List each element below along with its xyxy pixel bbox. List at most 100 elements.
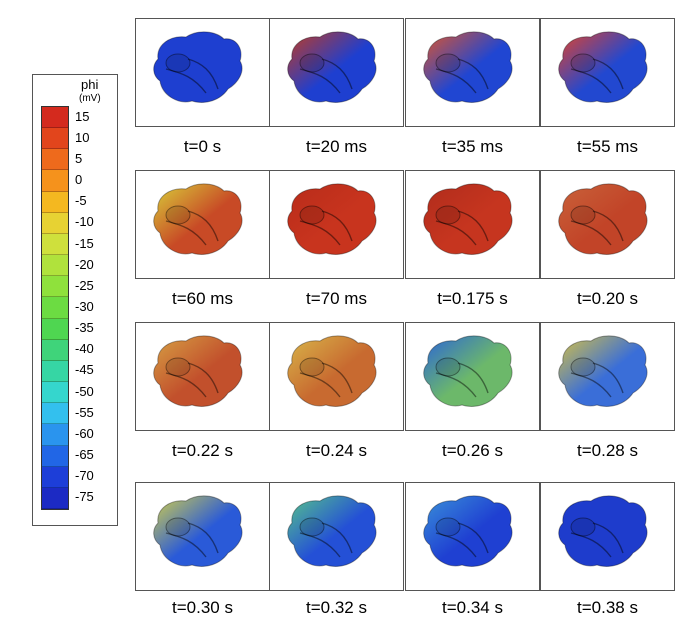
muscle-band xyxy=(435,58,489,94)
legend-tick-label: 5 xyxy=(75,150,83,166)
legend-swatch xyxy=(42,466,68,488)
heart-model xyxy=(423,335,513,407)
valve-opening xyxy=(165,53,191,73)
valve-opening xyxy=(299,517,325,537)
valve-opening xyxy=(165,205,191,225)
heart-model xyxy=(423,31,513,103)
legend-swatch xyxy=(42,107,68,129)
heart-model xyxy=(153,183,243,255)
legend-tick-label: -40 xyxy=(75,341,94,357)
legend-title: phi xyxy=(81,77,99,92)
heart-panel xyxy=(269,482,404,591)
muscle-band xyxy=(299,522,353,558)
muscle-band xyxy=(165,210,219,246)
valve-opening xyxy=(435,357,461,377)
time-caption: t=60 ms xyxy=(172,289,233,308)
heart-panel xyxy=(135,482,270,591)
heart-surface xyxy=(287,495,377,567)
heart-model xyxy=(558,495,648,567)
muscle-band xyxy=(570,522,624,558)
heart-surface xyxy=(423,31,513,103)
heart-model xyxy=(287,183,377,255)
heart-model xyxy=(153,335,243,407)
legend-swatch xyxy=(42,424,68,446)
legend-color-bar xyxy=(41,106,69,510)
heart-surface xyxy=(423,335,513,407)
legend-swatch xyxy=(42,297,68,319)
heart-surface xyxy=(558,495,648,567)
muscle-band xyxy=(299,362,353,398)
legend-tick-label: 15 xyxy=(75,108,90,124)
heart-model xyxy=(423,183,513,255)
time-caption: t=0.26 s xyxy=(442,441,503,460)
valve-opening xyxy=(435,205,461,225)
time-caption: t=0 s xyxy=(183,137,222,156)
heart-surface xyxy=(153,31,243,103)
time-caption: t=70 ms xyxy=(306,289,367,308)
legend-swatch xyxy=(42,149,68,171)
heart-panel xyxy=(540,322,675,431)
valve-opening xyxy=(299,357,325,377)
valve-opening xyxy=(299,53,325,73)
heart-panel xyxy=(540,482,675,591)
heart-model xyxy=(153,31,243,103)
heart-surface xyxy=(423,495,513,567)
muscle-band xyxy=(165,522,219,558)
legend-tick-label: 10 xyxy=(75,129,90,145)
legend-swatch xyxy=(42,276,68,298)
heart-model xyxy=(287,495,377,567)
legend-tick-label: -65 xyxy=(75,447,94,463)
legend-swatch xyxy=(42,191,68,213)
legend-tick-label: -15 xyxy=(75,235,94,251)
heart-model xyxy=(558,183,648,255)
legend-tick-label: -20 xyxy=(75,256,94,272)
valve-opening xyxy=(570,205,596,225)
legend-tick-label: -10 xyxy=(75,214,94,230)
time-caption: t=0.20 s xyxy=(577,289,638,308)
heart-model xyxy=(287,335,377,407)
muscle-band xyxy=(570,362,624,398)
legend-swatch xyxy=(42,339,68,361)
legend-swatch xyxy=(42,382,68,404)
valve-opening xyxy=(435,517,461,537)
legend-tick-label: -30 xyxy=(75,299,94,314)
time-caption: t=0.34 s xyxy=(442,598,503,617)
muscle-band xyxy=(165,362,219,398)
heart-panel xyxy=(135,322,270,431)
legend-tick-label: -55 xyxy=(75,404,94,420)
heart-panel xyxy=(540,18,675,127)
heart-panel xyxy=(269,170,404,279)
legend-swatch xyxy=(42,212,68,234)
heart-panel xyxy=(405,18,540,127)
legend-swatch xyxy=(42,318,68,340)
valve-opening xyxy=(570,517,596,537)
valve-opening xyxy=(570,357,596,377)
legend-swatch xyxy=(42,445,68,467)
legend-tick-label: -5 xyxy=(75,193,87,209)
heart-surface xyxy=(153,335,243,407)
heart-panel xyxy=(405,322,540,431)
heart-panel xyxy=(540,170,675,279)
colorbar-legend: phi (mV) 15 10 5 0 -5 -10 -15 -20 -25 -30 -35 -40 -4… xyxy=(32,74,118,526)
legend-tick-label: -70 xyxy=(75,468,94,484)
legend-tick-label: -45 xyxy=(75,362,94,378)
heart-surface xyxy=(153,495,243,567)
muscle-band xyxy=(570,210,624,246)
heart-model xyxy=(153,495,243,567)
heart-surface xyxy=(287,31,377,103)
time-caption: t=0.38 s xyxy=(577,598,638,617)
legend-unit: (mV) xyxy=(79,93,101,104)
time-caption: t=0.24 s xyxy=(306,441,367,460)
legend-tick-label: -60 xyxy=(75,425,94,441)
valve-opening xyxy=(299,205,325,225)
heart-panel xyxy=(269,322,404,431)
muscle-band xyxy=(165,58,219,94)
heart-surface xyxy=(558,31,648,103)
time-caption: t=35 ms xyxy=(442,137,503,156)
time-caption: t=0.30 s xyxy=(172,598,233,617)
time-caption: t=0.32 s xyxy=(306,598,367,617)
heart-model xyxy=(558,31,648,103)
muscle-band xyxy=(299,58,353,94)
heart-surface xyxy=(423,183,513,255)
valve-opening xyxy=(165,517,191,537)
